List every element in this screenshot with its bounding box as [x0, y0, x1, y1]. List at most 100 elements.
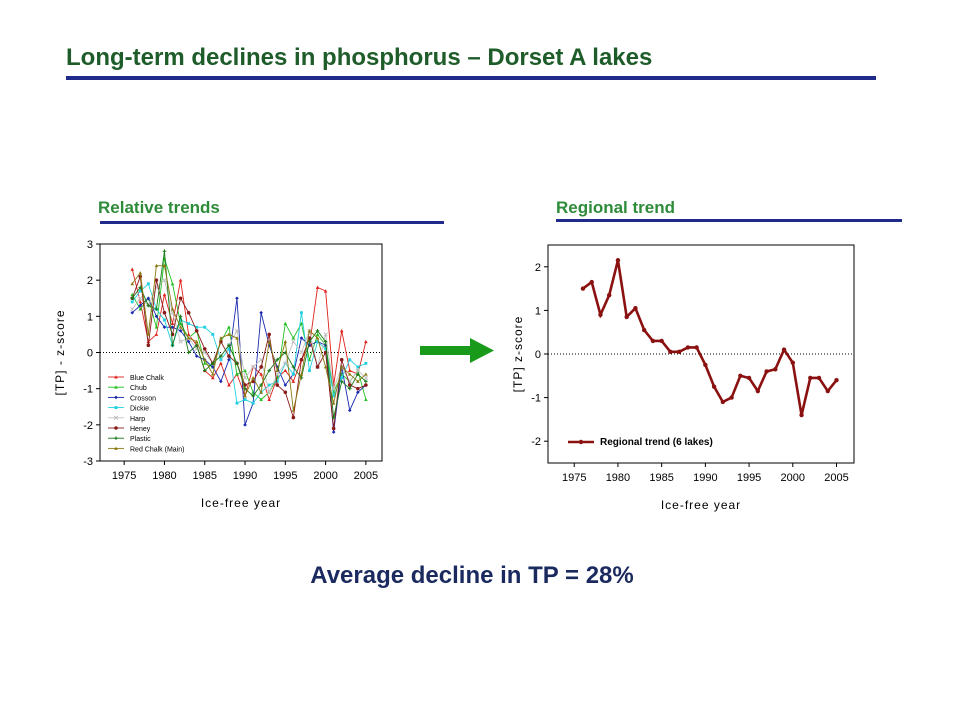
data-point — [340, 376, 344, 380]
data-point — [227, 343, 231, 348]
data-point — [162, 325, 167, 329]
data-point — [339, 379, 344, 384]
data-point — [195, 325, 199, 329]
data-point — [186, 350, 191, 355]
data-point — [291, 372, 295, 376]
data-point — [138, 271, 143, 275]
data-point — [154, 314, 159, 319]
legend-label: Blue Chalk — [130, 375, 164, 382]
data-point — [347, 383, 352, 387]
data-point — [308, 369, 311, 373]
series-line — [131, 279, 367, 394]
data-point — [178, 296, 183, 301]
legend: Regional trend (6 lakes) — [568, 437, 713, 448]
data-point — [235, 361, 239, 366]
y-tick-label: 0 — [87, 348, 93, 360]
data-point — [138, 300, 143, 304]
x-axis-label: Ice-free year — [661, 498, 741, 512]
data-point — [267, 339, 271, 344]
y-tick-label: 2 — [87, 275, 93, 287]
data-point — [348, 358, 352, 362]
summary-text: Average decline in TP = 28% — [0, 562, 960, 590]
data-point — [790, 360, 795, 365]
data-point — [323, 339, 328, 344]
data-point — [170, 325, 175, 329]
data-point — [219, 354, 223, 358]
data-point — [227, 354, 231, 358]
legend: Blue Chalk Chub Crosson Dickie Harp Heney Plas… — [108, 375, 184, 453]
x-tick-label: 1975 — [562, 472, 586, 484]
data-point — [580, 286, 586, 291]
data-point — [356, 365, 360, 369]
legend-marker — [114, 436, 118, 440]
data-point — [356, 390, 360, 395]
data-point — [146, 303, 151, 308]
data-point — [202, 368, 207, 373]
y-tick-label: 2 — [535, 262, 541, 274]
data-point — [259, 310, 263, 315]
data-point — [291, 415, 296, 420]
data-point — [259, 372, 263, 376]
data-point — [227, 357, 231, 362]
data-point — [711, 384, 717, 389]
data-point — [332, 394, 336, 398]
data-point — [186, 336, 191, 340]
series-line — [131, 265, 367, 411]
data-point — [299, 336, 304, 340]
data-point — [650, 338, 656, 344]
data-point — [130, 300, 134, 304]
data-point — [211, 376, 215, 380]
y-tick-label: 0 — [535, 349, 541, 361]
data-point — [138, 296, 143, 301]
data-point — [227, 347, 231, 351]
data-point — [755, 388, 761, 394]
data-point — [364, 383, 368, 387]
data-point — [130, 310, 135, 315]
data-point — [589, 279, 594, 285]
x-tick-label: 1980 — [152, 470, 176, 482]
legend-marker — [114, 406, 118, 410]
x-tick-label: 1980 — [606, 472, 630, 484]
data-point — [347, 368, 352, 373]
data-point — [331, 415, 336, 420]
x-tick-label: 1985 — [649, 472, 673, 484]
data-point — [170, 321, 175, 326]
data-point — [186, 339, 191, 344]
data-point — [227, 383, 231, 387]
data-point — [315, 365, 320, 369]
series-line — [131, 297, 367, 433]
data-point — [211, 332, 215, 336]
data-point — [364, 372, 368, 376]
data-point — [781, 347, 787, 352]
data-point — [641, 327, 647, 333]
data-point — [307, 357, 312, 362]
data-point — [283, 361, 288, 366]
data-point — [275, 379, 279, 383]
data-point — [283, 390, 288, 395]
y-tick-label: -2 — [531, 436, 541, 448]
legend-marker — [114, 385, 118, 389]
data-point — [299, 321, 304, 326]
data-point — [299, 311, 303, 315]
data-point — [130, 281, 135, 286]
data-point — [146, 296, 151, 301]
data-point — [331, 386, 336, 391]
data-point — [146, 332, 151, 336]
data-point — [179, 318, 183, 322]
data-point — [291, 336, 296, 340]
legend-label: Heney — [130, 426, 151, 433]
data-point — [315, 336, 320, 340]
y-tick-label: -1 — [531, 393, 541, 405]
data-point — [227, 325, 231, 329]
data-point — [764, 369, 769, 374]
data-point — [178, 314, 183, 319]
data-point — [203, 325, 207, 329]
data-point — [816, 375, 822, 381]
data-point — [355, 368, 360, 373]
data-point — [162, 278, 167, 283]
data-point — [773, 367, 778, 372]
data-point — [615, 258, 621, 263]
data-point — [235, 401, 239, 405]
data-point — [283, 339, 288, 344]
data-point — [219, 358, 223, 362]
